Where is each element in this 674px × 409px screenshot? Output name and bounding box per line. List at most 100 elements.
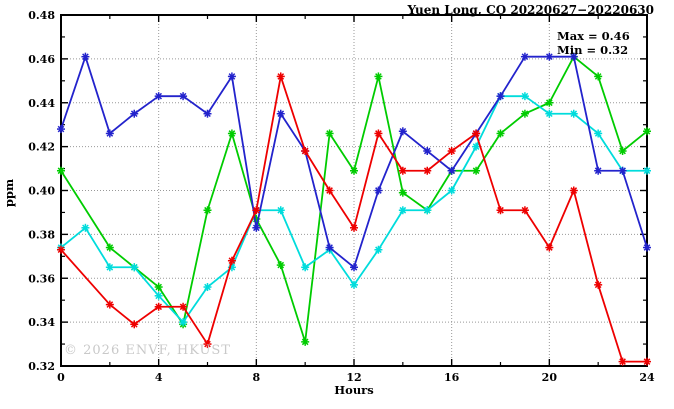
cyan-series-marker [520, 92, 529, 101]
cyan-series-marker [301, 263, 310, 272]
red-series-marker [496, 206, 505, 215]
svg-text:0: 0 [57, 371, 65, 384]
cyan-series-marker [276, 206, 285, 215]
green-series-marker [350, 166, 358, 175]
svg-text:0.44: 0.44 [28, 97, 55, 110]
blue-series-marker [130, 109, 139, 118]
watermark: © 2026 ENVF, HKUST [64, 343, 231, 358]
blue-series-marker [423, 147, 432, 156]
cyan-series-marker [81, 223, 90, 232]
y-axis-label: ppm [2, 178, 16, 208]
red-series-marker [520, 206, 529, 215]
blue-series-marker [447, 166, 456, 175]
svg-text:4: 4 [155, 371, 163, 384]
cyan-series-marker [545, 109, 554, 118]
blue-series-marker [227, 72, 236, 81]
svg-text:0.48: 0.48 [28, 9, 55, 22]
red-series-marker [594, 280, 603, 289]
cyan-series-marker [447, 186, 456, 195]
red-series-marker [545, 243, 554, 252]
blue-series-marker [252, 223, 261, 232]
svg-text:0.36: 0.36 [28, 272, 55, 285]
green-series-marker [57, 166, 65, 175]
green-series-marker [105, 243, 114, 252]
green-series-marker [374, 72, 383, 81]
blue-series-marker [569, 52, 578, 61]
blue-series-marker [81, 52, 90, 61]
green-series-marker [301, 337, 310, 346]
green-series-marker [227, 129, 236, 138]
svg-text:8: 8 [253, 371, 261, 384]
cyan-series-marker [154, 291, 163, 300]
red-series-marker [398, 166, 407, 175]
green-series-marker [203, 206, 212, 215]
x-axis-label: Hours [334, 383, 374, 397]
svg-text:0.40: 0.40 [28, 185, 55, 198]
min-annotation: Min = 0.32 [557, 43, 629, 57]
cyan-series-marker [594, 129, 603, 138]
svg-text:0.32: 0.32 [28, 360, 55, 373]
green-series-marker [398, 188, 407, 197]
svg-text:12: 12 [346, 371, 361, 384]
green-series-marker [472, 166, 481, 175]
green-series-marker [276, 261, 285, 270]
red-series-marker [569, 186, 578, 195]
red-series-marker [57, 245, 65, 254]
blue-series-marker [496, 92, 505, 101]
svg-text:0.34: 0.34 [28, 316, 55, 329]
red-series-marker [276, 72, 285, 81]
cyan-series-marker [398, 206, 407, 215]
blue-series-marker [325, 243, 334, 252]
stats-annotation: Max = 0.46 Min = 0.32 [557, 29, 630, 57]
chart-title: Yuen Long, CO 20220627−20220630 [407, 3, 654, 17]
green-series-marker [154, 283, 163, 292]
red-series-marker [179, 302, 188, 311]
red-series-marker [325, 186, 334, 195]
svg-text:0.42: 0.42 [28, 141, 55, 154]
red-series-marker [374, 129, 383, 138]
cyan-series-marker [350, 280, 358, 289]
blue-series-marker [643, 243, 651, 252]
blue-series-marker [398, 127, 407, 136]
red-series-marker [301, 147, 310, 156]
cyan-series-marker [179, 318, 188, 327]
green-series-marker [594, 72, 603, 81]
red-series-marker [447, 147, 456, 156]
red-series-marker [643, 357, 651, 366]
max-annotation: Max = 0.46 [557, 29, 630, 43]
svg-text:0.38: 0.38 [28, 228, 55, 241]
svg-text:24: 24 [639, 371, 655, 384]
blue-series-marker [154, 92, 163, 101]
red-series-marker [203, 340, 212, 349]
blue-series-marker [520, 52, 529, 61]
cyan-series-marker [105, 263, 114, 272]
cyan-series-marker [130, 263, 139, 272]
svg-text:16: 16 [444, 371, 460, 384]
red-series-marker [350, 223, 358, 232]
cyan-series-marker [569, 109, 578, 118]
red-series-marker [423, 166, 432, 175]
cyan-series-marker [203, 283, 212, 292]
green-series-marker [325, 129, 334, 138]
blue-series-marker [618, 166, 627, 175]
red-series-marker [618, 357, 627, 366]
svg-text:0.46: 0.46 [28, 53, 55, 66]
cyan-series-marker [374, 245, 383, 254]
blue-series-marker [203, 109, 212, 118]
svg-text:20: 20 [542, 371, 558, 384]
blue-series-marker [105, 129, 114, 138]
blue-series-marker [57, 125, 65, 134]
red-series-marker [472, 129, 481, 138]
green-series-marker [545, 98, 554, 107]
cyan-series-marker [423, 206, 432, 215]
red-series-marker [227, 256, 236, 265]
cyan-series-marker [643, 166, 651, 175]
blue-series-marker [276, 109, 285, 118]
blue-series-marker [594, 166, 603, 175]
green-series-marker [496, 129, 505, 138]
blue-series-marker [179, 92, 188, 101]
green-series-marker [520, 109, 529, 118]
red-series-marker [154, 302, 163, 311]
